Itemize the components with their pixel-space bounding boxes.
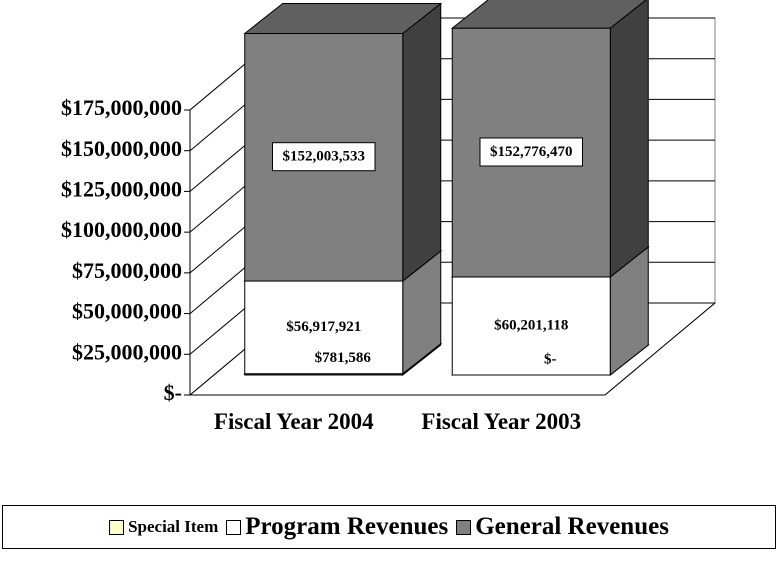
legend-swatch [109,519,125,535]
value-label-box [479,137,583,167]
y-tick-label: $- [164,380,182,405]
legend-label: Program Revenues [245,513,449,540]
y-tick-label: $125,000,000 [61,176,182,201]
bar-segment [450,0,649,278]
y-tick-label: $150,000,000 [61,136,182,161]
value-label: $781,586 [315,350,372,366]
legend-label: Special Item [128,517,219,536]
value-label: $152,776,470 [490,144,573,160]
y-tick-label: $100,000,000 [61,217,182,242]
value-label: $60,201,118 [494,317,568,333]
value-label: $152,003,533 [283,149,366,165]
legend-entry: Special Item [109,517,218,537]
bar-front [244,280,404,375]
value-label-box [272,142,376,172]
y-tick-label: $75,000,000 [72,258,182,283]
legend-swatch [456,519,472,535]
y-tick-label: $50,000,000 [72,299,182,324]
legend: Special Item Program Revenues General Reve… [2,505,776,549]
bar-front [244,32,404,282]
bar-front [451,276,611,376]
floor-edge [604,302,716,396]
x-tick-label: Fiscal Year 2004 [213,409,374,434]
value-label: $- [544,351,557,367]
bar-side [609,0,649,278]
legend-label: General Revenues [475,513,669,540]
legend-swatch [226,519,242,535]
legend-entry: Program Revenues [226,513,448,541]
plot: $- $25,000,000 $50,000,000 $75,000,000 $100,… [61,0,717,405]
x-tick-label: Fiscal Year 2003 [421,409,582,434]
bar-top [450,0,647,29]
y-tick-label: $25,000,000 [72,339,182,364]
bar-side [402,2,442,283]
bar-segment [243,2,443,283]
bar-top [243,2,443,34]
y-tick-label: $175,000,000 [61,95,182,120]
value-label: $56,917,921 [286,319,361,335]
legend-entry: General Revenues [456,513,669,541]
